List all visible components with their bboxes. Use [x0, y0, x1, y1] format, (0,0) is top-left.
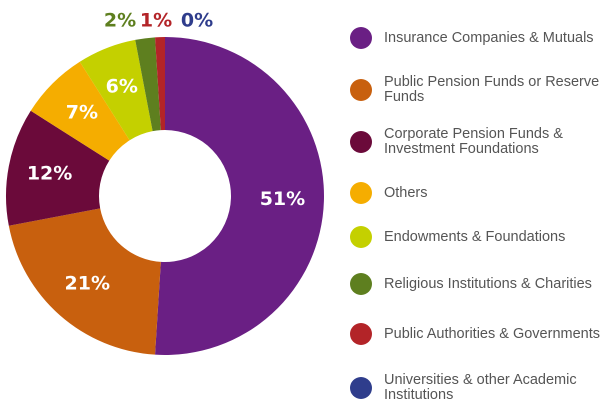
legend-label: Corporate Pension Funds & Investment Fou… [384, 126, 563, 157]
slice [79, 39, 153, 141]
legend-item: Insurance Companies & Mutuals [350, 27, 610, 49]
legend-item: Endowments & Foundations [350, 226, 610, 248]
legend-item: Universities & other Academic Institutio… [350, 373, 610, 403]
legend-label: Universities & other Academic Institutio… [384, 372, 577, 403]
slice [30, 61, 130, 161]
legend-label: Public Pension Funds or Reserve Funds [384, 74, 600, 105]
value-label: 2% [104, 10, 136, 32]
slice [155, 37, 325, 356]
legend-label: Public Authorities & Governments [384, 325, 600, 342]
slice [155, 37, 165, 131]
value-label: 0% [181, 10, 213, 32]
slice [8, 208, 161, 355]
legend-label: Religious Institutions & Charities [384, 275, 592, 292]
value-label: 51% [260, 188, 305, 210]
legend-item: Corporate Pension Funds & Investment Fou… [350, 127, 610, 157]
value-label: 21% [65, 273, 110, 295]
legend-swatch [350, 377, 372, 399]
legend-item: Public Authorities & Governments [350, 323, 610, 345]
legend-item: Public Pension Funds or Reserve Funds [350, 75, 610, 105]
legend-swatch [350, 182, 372, 204]
legend-swatch [350, 323, 372, 345]
legend-label: Insurance Companies & Mutuals [384, 29, 594, 46]
legend-swatch [350, 79, 372, 101]
slice [6, 110, 110, 226]
value-label: 6% [106, 75, 138, 97]
value-label: 1% [140, 10, 172, 32]
legend-swatch [350, 226, 372, 248]
legend-swatch [350, 27, 372, 49]
value-label: 7% [66, 101, 98, 123]
legend-label: Endowments & Foundations [384, 228, 566, 245]
legend-swatch [350, 131, 372, 153]
slice [135, 37, 161, 132]
legend-item: Others [350, 182, 610, 204]
legend-item: Religious Institutions & Charities [350, 273, 610, 295]
legend-swatch [350, 273, 372, 295]
value-label: 12% [27, 162, 72, 184]
legend-label: Others [384, 184, 428, 201]
donut: 51% 21% 12% 7% 6% 2% 1% 0% [6, 10, 325, 356]
